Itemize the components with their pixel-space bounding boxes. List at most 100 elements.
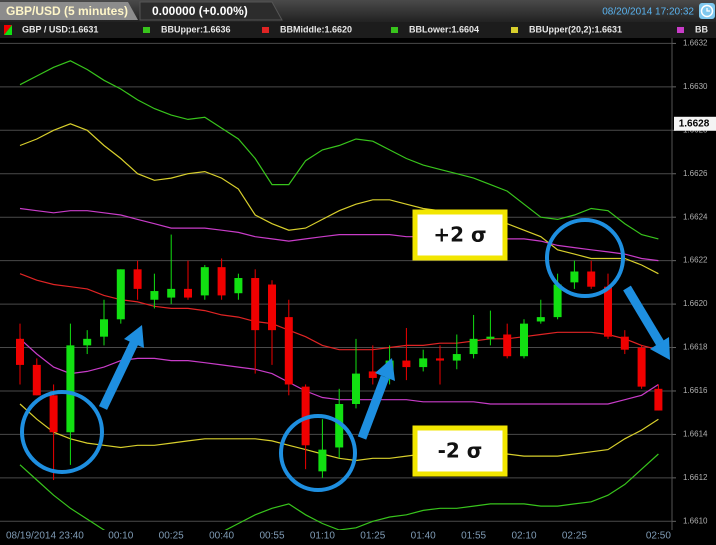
y-tick-label: 1.6630: [683, 82, 708, 91]
candle-body: [335, 404, 344, 448]
highlight-circle: [279, 414, 357, 492]
legend-label: BBUpper:1.6636: [161, 24, 231, 34]
candles: [16, 234, 663, 481]
candle-body: [318, 449, 327, 472]
chart-title: GBP/USD (5 minutes): [6, 4, 128, 18]
candle-body: [16, 338, 24, 365]
last-price-label: 1.6628: [679, 118, 710, 129]
arrow-head: [650, 337, 670, 360]
legend-swatch: [262, 27, 269, 33]
candle-body: [402, 360, 411, 368]
legend-swatch: [511, 27, 518, 33]
price-change: 0.00000 (+0.00%): [152, 4, 248, 18]
y-tick-label: 1.6612: [683, 473, 708, 482]
timestamp: 08/20/2014 17:20:32: [602, 7, 694, 18]
candle-body: [49, 395, 58, 433]
indicator-line: [19, 453, 659, 530]
candle-body: [200, 267, 209, 296]
legend-swatch: [143, 27, 150, 33]
y-tick-label: 1.6618: [683, 343, 708, 352]
arrow-head: [375, 358, 395, 381]
legend-swatch: [4, 25, 12, 35]
y-tick-label: 1.6610: [683, 516, 708, 525]
candle-body: [284, 317, 293, 385]
x-tick-label: 01:40: [411, 531, 436, 542]
legend-label: BBLower:1.6604: [409, 24, 479, 34]
annotation-text: -2 σ: [438, 439, 483, 463]
y-tick-label: 1.6616: [683, 386, 708, 395]
candle-body: [133, 269, 142, 289]
y-tick-label: 1.6622: [683, 256, 708, 265]
legend-label: BB: [695, 24, 708, 34]
clock-icon: [700, 4, 714, 18]
candle-body: [150, 291, 159, 300]
indicator-line: [19, 273, 659, 351]
last-price-box: [674, 116, 716, 131]
x-tick-label: 00:10: [108, 531, 133, 542]
annotations: +2 σ -2 σ: [412, 209, 508, 477]
candle-body: [436, 358, 444, 361]
annotation-box: [412, 425, 508, 477]
axes: 1.6610 1.6612 1.6614 1.6616 1.6618 1.6620 1.66…: [6, 38, 716, 542]
indicator-line: [19, 123, 659, 275]
y-tick-label: 1.6614: [683, 430, 708, 439]
x-tick-label: 01:55: [461, 531, 486, 542]
x-tick-label: 01:25: [360, 531, 385, 542]
x-tick-label: 02:25: [562, 531, 587, 542]
candle-body: [486, 336, 495, 339]
candle-body: [301, 386, 310, 446]
annotation-box: [412, 209, 508, 261]
candle-body: [234, 278, 243, 294]
legend-swatch: [391, 27, 398, 33]
clock-hands: [706, 8, 710, 12]
x-tick-label: 01:10: [310, 531, 335, 542]
candle-body: [268, 284, 276, 331]
y-tick-label: 1.6632: [683, 39, 708, 48]
legend-label: GBP / USD:1.6631: [22, 24, 98, 34]
indicator-line: [19, 207, 659, 262]
arrow-shaft: [357, 375, 390, 440]
highlight-circle: [20, 390, 104, 474]
candle-body: [419, 358, 428, 368]
candle-body: [469, 338, 478, 355]
annotation-text: +2 σ: [433, 223, 486, 247]
candle-body: [536, 317, 545, 322]
symbol-tab[interactable]: [0, 2, 138, 20]
candle-body: [251, 278, 260, 331]
candle-body: [66, 345, 75, 433]
candle-body: [553, 284, 562, 318]
candle-body: [587, 271, 596, 287]
x-tick-label: 02:10: [511, 531, 536, 542]
candle-body: [520, 323, 528, 357]
candle-body: [620, 336, 629, 350]
candle-body: [654, 388, 663, 411]
x-tick-label: 00:25: [159, 531, 184, 542]
legend-label: BBMiddle:1.6620: [280, 24, 352, 34]
y-tick-label: 1.6624: [683, 212, 708, 221]
legend-bar: [0, 22, 716, 38]
indicator-line: [19, 60, 659, 240]
candle-body: [217, 267, 226, 296]
x-tick-label: 02:50: [646, 531, 671, 542]
candle-body: [167, 288, 176, 298]
legend: GBP / USD:1.6631 BBUpper:1.6636 BBMiddle:1…: [4, 24, 708, 35]
legend-swatch: [677, 27, 684, 33]
candle-body: [116, 269, 125, 320]
grid: [0, 42, 672, 522]
candle-body: [100, 319, 108, 337]
candle-body: [637, 347, 646, 387]
candle-body: [604, 286, 612, 337]
candle-body: [352, 373, 360, 405]
y-tick-label: 1.6620: [683, 299, 708, 308]
candle-body: [184, 288, 192, 298]
arrows: [98, 285, 670, 440]
candle-body: [32, 364, 41, 396]
candle-body: [83, 338, 92, 346]
candle-body: [503, 334, 512, 357]
highlight-circle: [545, 218, 625, 298]
candle-body: [452, 354, 461, 361]
candle-body: [570, 271, 579, 283]
highlights: [20, 218, 625, 492]
x-tick-label: 00:55: [259, 531, 284, 542]
